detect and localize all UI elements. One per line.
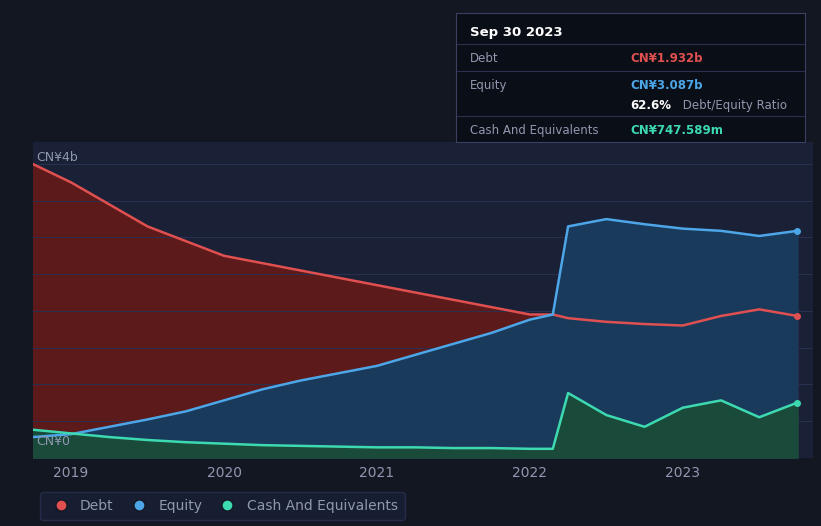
Legend: Debt, Equity, Cash And Equivalents: Debt, Equity, Cash And Equivalents (39, 492, 405, 520)
Text: CN¥1.932b: CN¥1.932b (631, 52, 703, 65)
Text: Cash And Equivalents: Cash And Equivalents (470, 124, 599, 137)
Text: Equity: Equity (470, 79, 507, 92)
Text: CN¥3.087b: CN¥3.087b (631, 79, 703, 92)
Text: 62.6%: 62.6% (631, 99, 671, 113)
Text: CN¥747.589m: CN¥747.589m (631, 124, 723, 137)
Text: Sep 30 2023: Sep 30 2023 (470, 26, 562, 39)
Text: Debt: Debt (470, 52, 498, 65)
Text: Debt/Equity Ratio: Debt/Equity Ratio (679, 99, 787, 113)
Text: CN¥0: CN¥0 (37, 435, 71, 448)
Text: CN¥4b: CN¥4b (37, 151, 79, 165)
